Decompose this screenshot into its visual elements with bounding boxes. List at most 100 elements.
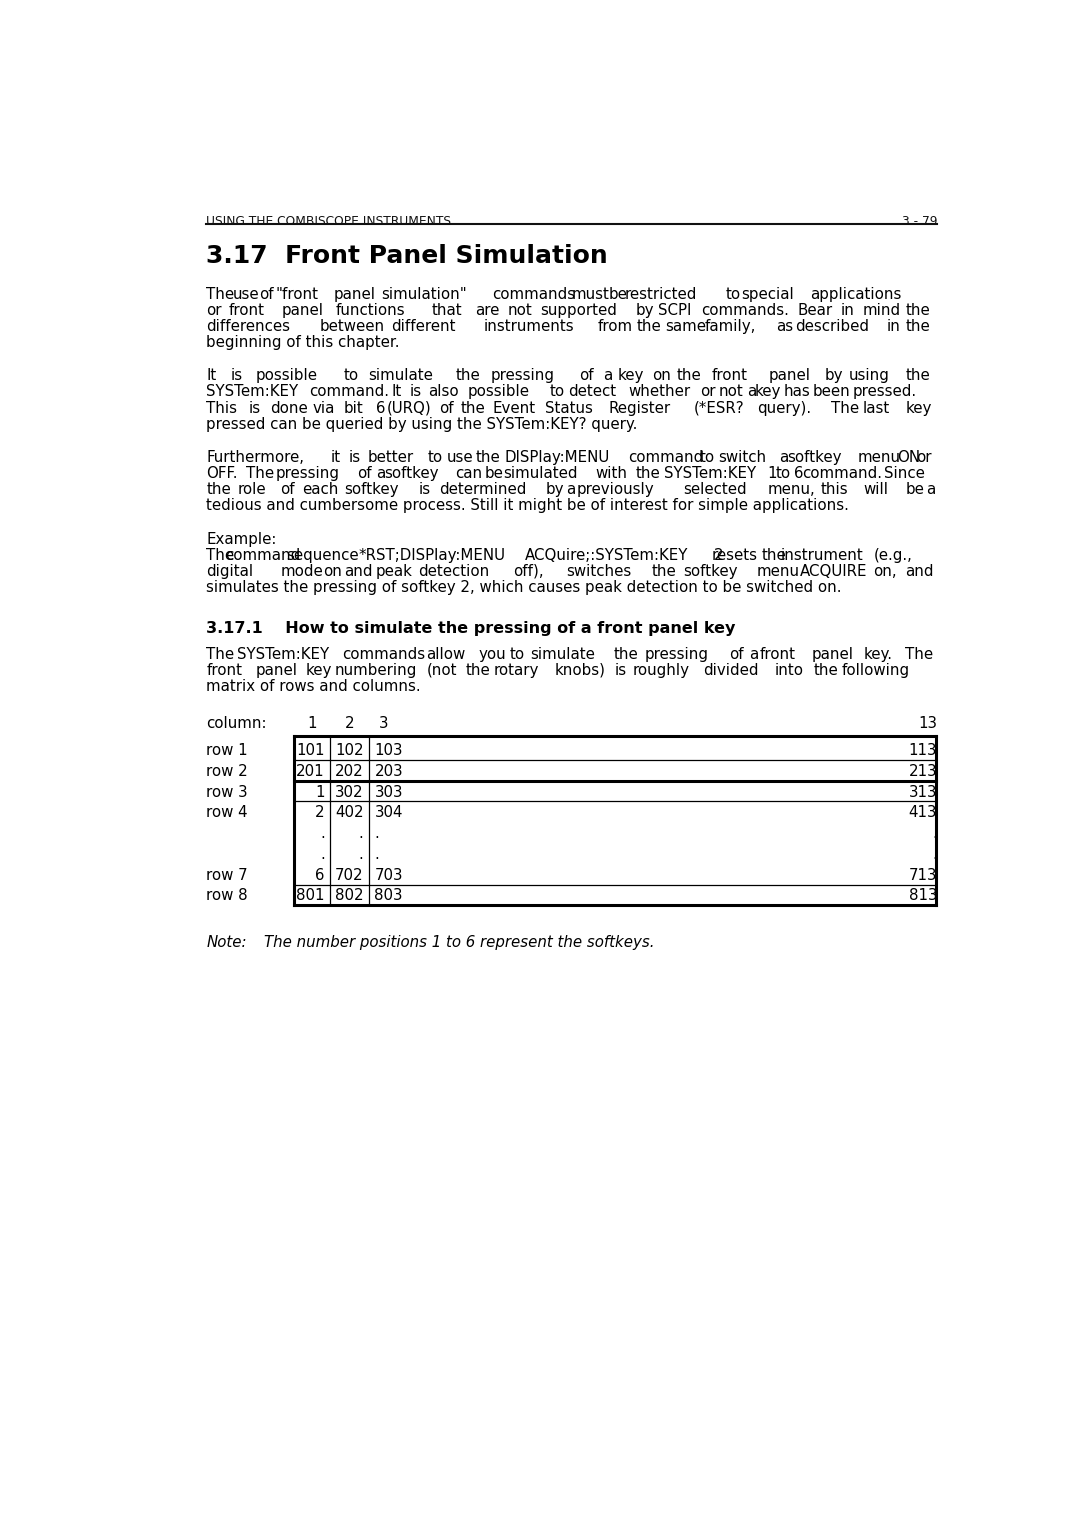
Text: commands: commands xyxy=(492,286,576,301)
Text: the: the xyxy=(635,466,660,482)
Text: pressing: pressing xyxy=(491,368,555,384)
Text: in: in xyxy=(840,303,854,318)
Text: pressing: pressing xyxy=(275,466,339,482)
Text: will: will xyxy=(863,482,888,497)
Text: not: not xyxy=(508,303,532,318)
Text: row 7: row 7 xyxy=(206,867,248,882)
Text: or: or xyxy=(916,450,931,465)
Text: restricted: restricted xyxy=(624,286,697,301)
Text: a: a xyxy=(376,466,386,482)
Text: .: . xyxy=(932,847,937,862)
Text: 113: 113 xyxy=(908,743,937,758)
Text: The: The xyxy=(206,286,234,301)
Text: a: a xyxy=(750,647,759,662)
Text: OFF.: OFF. xyxy=(206,466,238,482)
Text: 202: 202 xyxy=(335,764,364,778)
Text: The number positions 1 to 6 represent the softkeys.: The number positions 1 to 6 represent th… xyxy=(265,934,654,950)
Text: panel: panel xyxy=(768,368,810,384)
Text: 303: 303 xyxy=(375,784,403,800)
Text: the: the xyxy=(456,368,481,384)
Text: whether: whether xyxy=(629,384,690,399)
Text: you: you xyxy=(478,647,507,662)
Text: (not: (not xyxy=(427,664,457,677)
Text: the: the xyxy=(905,368,930,384)
Text: SCPI: SCPI xyxy=(658,303,691,318)
Text: is: is xyxy=(231,368,243,384)
Text: simulate: simulate xyxy=(368,368,433,384)
Text: of: of xyxy=(259,286,274,301)
Text: 6: 6 xyxy=(376,401,386,416)
Text: in: in xyxy=(887,320,901,333)
Text: possible: possible xyxy=(468,384,529,399)
Text: to: to xyxy=(775,466,791,482)
Text: a: a xyxy=(779,450,788,465)
Text: row 8: row 8 xyxy=(206,888,248,904)
Text: of: of xyxy=(440,401,454,416)
Text: 3 - 79: 3 - 79 xyxy=(902,216,937,228)
Text: described: described xyxy=(795,320,868,333)
Text: 304: 304 xyxy=(375,806,403,821)
Text: use: use xyxy=(233,286,259,301)
Text: to: to xyxy=(550,384,565,399)
Text: command.: command. xyxy=(802,466,882,482)
Text: ACQUIRE: ACQUIRE xyxy=(799,564,867,579)
Text: to: to xyxy=(510,647,525,662)
Text: It: It xyxy=(391,384,402,399)
Text: with: with xyxy=(595,466,627,482)
Text: be: be xyxy=(484,466,503,482)
Text: is: is xyxy=(418,482,430,497)
Text: between: between xyxy=(320,320,384,333)
Text: the: the xyxy=(465,664,490,677)
Text: "front: "front xyxy=(275,286,319,301)
Text: into: into xyxy=(774,664,804,677)
Text: query).: query). xyxy=(757,401,811,416)
Text: *RST;DISPlay:MENU: *RST;DISPlay:MENU xyxy=(359,547,505,563)
Text: row 2: row 2 xyxy=(206,764,248,778)
Text: can: can xyxy=(456,466,483,482)
Text: or: or xyxy=(206,303,221,318)
Text: simulate: simulate xyxy=(530,647,595,662)
Text: 2: 2 xyxy=(714,547,724,563)
Text: 3.17  Front Panel Simulation: 3.17 Front Panel Simulation xyxy=(206,245,608,268)
Text: 203: 203 xyxy=(375,764,403,778)
Text: be: be xyxy=(609,286,627,301)
Text: and: and xyxy=(905,564,934,579)
Text: better: better xyxy=(367,450,414,465)
Text: 103: 103 xyxy=(375,743,403,758)
Text: pressing: pressing xyxy=(645,647,710,662)
Text: instruments: instruments xyxy=(484,320,575,333)
Text: 213: 213 xyxy=(908,764,937,778)
Text: front: front xyxy=(228,303,265,318)
Text: 702: 702 xyxy=(335,867,364,882)
Text: softkey: softkey xyxy=(786,450,841,465)
Text: detect: detect xyxy=(568,384,616,399)
Text: use: use xyxy=(446,450,473,465)
Text: 3.17.1    How to simulate the pressing of a front panel key: 3.17.1 How to simulate the pressing of a… xyxy=(206,621,735,636)
Text: 703: 703 xyxy=(375,867,403,882)
Text: as: as xyxy=(777,320,794,333)
Text: pressed.: pressed. xyxy=(852,384,917,399)
Text: be: be xyxy=(905,482,924,497)
Text: 201: 201 xyxy=(296,764,325,778)
Text: 2: 2 xyxy=(345,716,354,731)
Text: command.: command. xyxy=(309,384,390,399)
Text: family,: family, xyxy=(705,320,756,333)
Text: 102: 102 xyxy=(335,743,364,758)
Text: menu: menu xyxy=(757,564,800,579)
Text: panel: panel xyxy=(282,303,324,318)
Text: ACQuire;:SYSTem:KEY: ACQuire;:SYSTem:KEY xyxy=(525,547,689,563)
Text: knobs): knobs) xyxy=(554,664,605,677)
Text: tedious and cumbersome process. Still it might be of interest for simple applica: tedious and cumbersome process. Still it… xyxy=(206,498,849,514)
Text: each: each xyxy=(301,482,338,497)
Text: .: . xyxy=(359,847,364,862)
Text: .: . xyxy=(320,847,325,862)
Text: 813: 813 xyxy=(908,888,937,904)
Text: Event: Event xyxy=(492,401,536,416)
Text: 1: 1 xyxy=(768,466,778,482)
Text: is: is xyxy=(409,384,422,399)
Text: a: a xyxy=(927,482,935,497)
Text: 803: 803 xyxy=(375,888,403,904)
Text: from: from xyxy=(597,320,632,333)
Text: 1: 1 xyxy=(307,716,316,731)
Text: 713: 713 xyxy=(908,867,937,882)
